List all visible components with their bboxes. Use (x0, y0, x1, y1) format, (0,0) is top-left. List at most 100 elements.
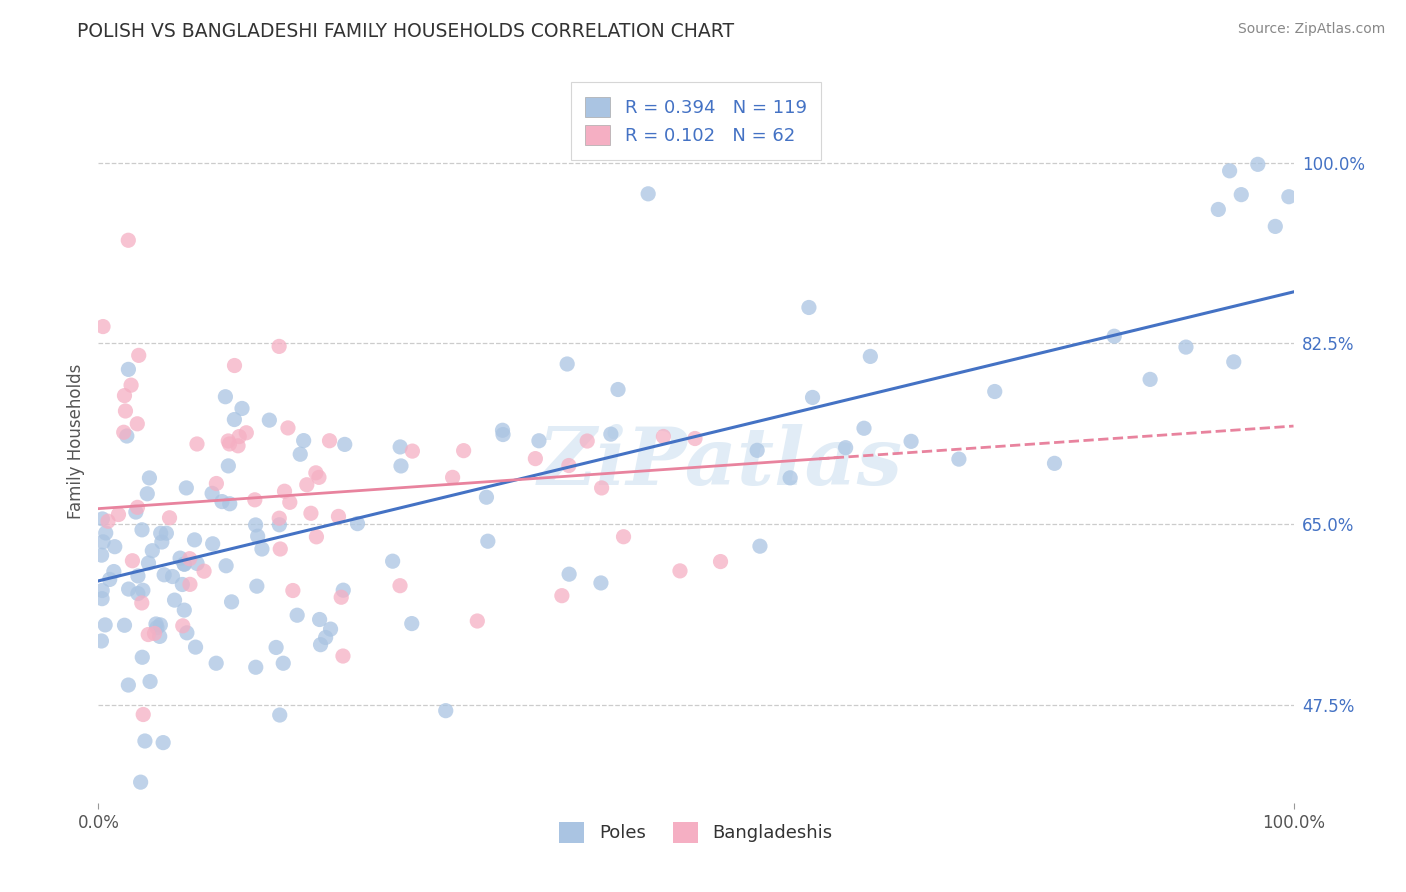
Point (217, 458, 239, 473)
Point (290, 447, 312, 461)
Point (224, 412, 246, 426)
Point (112, 425, 135, 440)
Point (948, 452, 970, 467)
Point (797, 301, 820, 315)
Point (278, 495, 301, 509)
Point (235, 425, 257, 440)
Point (132, 583, 155, 598)
Point (91, 512, 114, 526)
Point (138, 471, 160, 485)
Point (243, 492, 266, 507)
Point (218, 497, 240, 511)
Point (138, 556, 160, 570)
Point (117, 678, 139, 692)
Text: Source: ZipAtlas.com: Source: ZipAtlas.com (1237, 22, 1385, 37)
Point (309, 638, 332, 652)
Point (90, 548, 112, 562)
Point (269, 517, 291, 532)
Point (186, 557, 208, 571)
Point (98, 573, 121, 587)
Point (333, 437, 356, 451)
Point (1139, 372, 1161, 386)
Point (779, 471, 801, 485)
Point (173, 558, 195, 572)
Point (1175, 340, 1198, 354)
Point (319, 622, 342, 636)
Point (176, 625, 198, 640)
Point (315, 631, 337, 645)
Point (492, 427, 515, 442)
Point (709, 555, 731, 569)
Point (269, 708, 291, 723)
Point (125, 505, 148, 519)
Point (131, 523, 153, 537)
Point (859, 350, 882, 364)
Point (179, 551, 201, 566)
Point (330, 591, 353, 605)
Point (748, 539, 770, 553)
Point (1219, 164, 1241, 178)
Point (205, 476, 228, 491)
Point (381, 554, 404, 568)
Point (224, 359, 246, 373)
Point (117, 362, 139, 376)
Point (120, 378, 142, 392)
Point (128, 348, 150, 362)
Point (599, 427, 621, 442)
Point (491, 423, 513, 437)
Point (389, 458, 412, 473)
Point (114, 404, 136, 418)
Point (246, 529, 269, 543)
Legend: Poles, Bangladeshis: Poles, Bangladeshis (550, 813, 842, 852)
Point (1104, 329, 1126, 343)
Point (475, 490, 498, 504)
Point (332, 648, 354, 663)
Point (150, 535, 173, 549)
Point (401, 616, 423, 631)
Point (465, 614, 488, 628)
Point (558, 458, 581, 473)
Point (271, 657, 294, 671)
Point (273, 484, 295, 499)
Point (434, 704, 457, 718)
Point (277, 421, 299, 435)
Point (285, 608, 308, 623)
Point (162, 569, 184, 583)
Point (184, 640, 207, 654)
Point (139, 674, 162, 689)
Point (117, 582, 139, 596)
Point (591, 481, 613, 495)
Point (834, 441, 856, 455)
Point (179, 577, 201, 591)
Point (683, 432, 706, 446)
Point (218, 437, 240, 451)
Point (801, 391, 824, 405)
Point (900, 434, 922, 449)
Point (127, 586, 149, 600)
Point (709, 827, 731, 841)
Point (527, 434, 550, 448)
Point (115, 429, 138, 443)
Point (159, 510, 181, 524)
Point (94, 525, 117, 540)
Point (91, 534, 114, 549)
Point (669, 564, 692, 578)
Point (477, 534, 499, 549)
Point (308, 613, 330, 627)
Y-axis label: Family Households: Family Households (66, 364, 84, 519)
Point (136, 627, 159, 641)
Point (173, 603, 195, 617)
Point (226, 439, 249, 453)
Point (176, 481, 198, 495)
Point (172, 577, 194, 591)
Point (558, 567, 581, 582)
Point (104, 540, 127, 554)
Point (149, 618, 172, 632)
Point (127, 417, 149, 431)
Text: POLISH VS BANGLADESHI FAMILY HOUSEHOLDS CORRELATION CHART: POLISH VS BANGLADESHI FAMILY HOUSEHOLDS … (77, 22, 734, 41)
Point (131, 596, 153, 610)
Point (114, 388, 136, 402)
Point (652, 429, 675, 443)
Point (259, 413, 281, 427)
Point (853, 421, 876, 435)
